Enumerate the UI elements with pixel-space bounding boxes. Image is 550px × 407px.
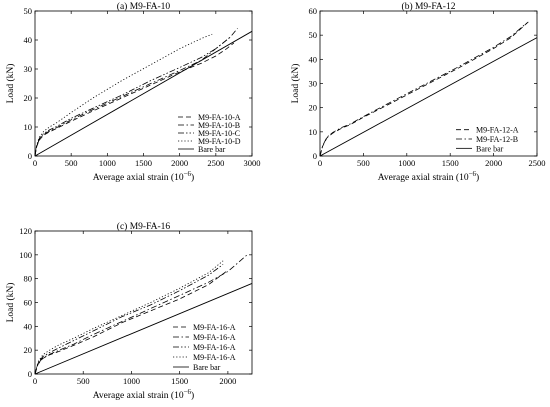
series-line-2	[34, 28, 238, 157]
x-tick-label: 500	[357, 158, 370, 168]
y-tick-label: 50	[309, 30, 318, 40]
y-tick-label: 20	[24, 345, 33, 355]
series-line-4	[34, 33, 213, 157]
x-tick-label: 0	[33, 376, 37, 386]
y-tick-label: 40	[309, 54, 318, 64]
x-axis-title-text: Average axial strain (10	[378, 172, 469, 183]
legend-label: M9-FA-10-A	[198, 113, 241, 122]
series-line-2	[34, 254, 248, 375]
legend-label: M9-FA-12-A	[476, 126, 519, 135]
x-axis-title-close: )	[476, 172, 479, 183]
legend-label: M9-FA-10-B	[198, 121, 240, 130]
series-line-3	[34, 264, 224, 375]
y-tick-label: 80	[24, 274, 33, 284]
y-tick-label: 30	[309, 79, 318, 89]
x-tick-label: 0	[318, 158, 322, 168]
x-tick-label: 1500	[171, 376, 188, 386]
x-tick-label: 2500	[207, 158, 224, 168]
y-tick-label: 20	[309, 103, 318, 113]
y-tick-label: 10	[309, 127, 318, 137]
chart-title: (c) M9-FA-16	[117, 221, 171, 232]
x-axis-title-exponent: −6	[184, 170, 192, 178]
series-line-2	[319, 22, 527, 157]
x-axis-title-text: Average axial strain (10	[93, 172, 184, 183]
chart-panel-3: (c) M9-FA-16 0 500 1000 1500 2000 0 20 40 60 80 100…	[5, 221, 253, 401]
legend-label: Bare bar	[198, 145, 226, 154]
x-tick-label: 1000	[123, 376, 140, 386]
x-axis-title-exponent: −6	[469, 170, 477, 178]
y-tick-label: 40	[24, 35, 33, 45]
chart-panel-2: (b) M9-FA-12 0 500 1000 1500 2000 2500 0 10 20 30 4…	[290, 1, 546, 183]
y-tick-label: 0	[28, 369, 32, 379]
x-tick-label: 1500	[135, 158, 152, 168]
x-axis-title-text: Average axial strain (10	[93, 390, 184, 401]
legend: M9-FA-16-AM9-FA-16-AM9-FA-16-AM9-FA-16-A…	[173, 323, 236, 372]
y-tick-label: 30	[24, 64, 33, 74]
series-line-1	[34, 42, 235, 157]
x-axis-title-close: )	[191, 390, 194, 401]
legend-label: M9-FA-12-B	[476, 135, 518, 144]
x-tick-label: 500	[65, 158, 78, 168]
series-line-5	[34, 282, 253, 375]
legend-label: M9-FA-16-A	[193, 343, 236, 352]
y-axis-title: Load (kN)	[5, 64, 16, 104]
x-axis-title: Average axial strain (10−6)	[378, 170, 479, 183]
series-line-1	[319, 21, 529, 157]
y-tick-label: 50	[24, 6, 33, 16]
y-tick-label: 60	[24, 298, 33, 308]
chart-title: (a) M9-FA-10	[117, 1, 171, 12]
y-tick-label: 0	[313, 151, 317, 161]
series-line-4	[34, 260, 224, 375]
legend-label: M9-FA-16-A	[193, 333, 236, 342]
x-axis-title: Average axial strain (10−6)	[93, 170, 194, 183]
x-axis-title-exponent: −6	[184, 388, 192, 396]
y-tick-label: 20	[24, 93, 33, 103]
x-tick-label: 1500	[442, 158, 459, 168]
y-tick-label: 120	[19, 226, 32, 236]
x-tick-label: 2000	[171, 158, 188, 168]
legend-label: M9-FA-16-A	[193, 323, 236, 332]
x-tick-label: 1000	[398, 158, 415, 168]
x-tick-label: 2000	[485, 158, 502, 168]
y-axis-title: Load (kN)	[290, 64, 301, 104]
legend-label: M9-FA-10-C	[198, 129, 240, 138]
legend-label: Bare bar	[193, 363, 221, 372]
y-tick-label: 40	[24, 321, 33, 331]
y-tick-label: 10	[24, 122, 33, 132]
x-tick-label: 500	[77, 376, 90, 386]
x-tick-label: 3000	[244, 158, 261, 168]
chart-panel-1: (a) M9-FA-10 0 500 1000 1500 2000 2500 3000 0 10 2…	[5, 1, 261, 183]
series-line-3	[319, 37, 538, 157]
legend: M9-FA-10-AM9-FA-10-BM9-FA-10-CM9-FA-10-D…	[178, 113, 241, 154]
y-tick-label: 0	[28, 151, 32, 161]
x-axis-title: Average axial strain (10−6)	[93, 388, 194, 401]
series-line-5	[34, 30, 253, 157]
x-tick-label: 0	[33, 158, 37, 168]
x-axis-title-close: )	[191, 172, 194, 183]
legend-label: M9-FA-16-A	[193, 353, 236, 362]
legend-label: M9-FA-10-D	[198, 137, 241, 146]
series-line-3	[34, 36, 231, 157]
x-tick-label: 2500	[529, 158, 546, 168]
y-tick-label: 60	[309, 6, 318, 16]
chart-title: (b) M9-FA-12	[402, 1, 456, 12]
x-tick-label: 2000	[219, 376, 236, 386]
x-tick-label: 1000	[99, 158, 116, 168]
legend-label: Bare bar	[476, 144, 504, 153]
y-axis-title: Load (kN)	[5, 283, 16, 323]
y-tick-label: 100	[19, 250, 32, 260]
